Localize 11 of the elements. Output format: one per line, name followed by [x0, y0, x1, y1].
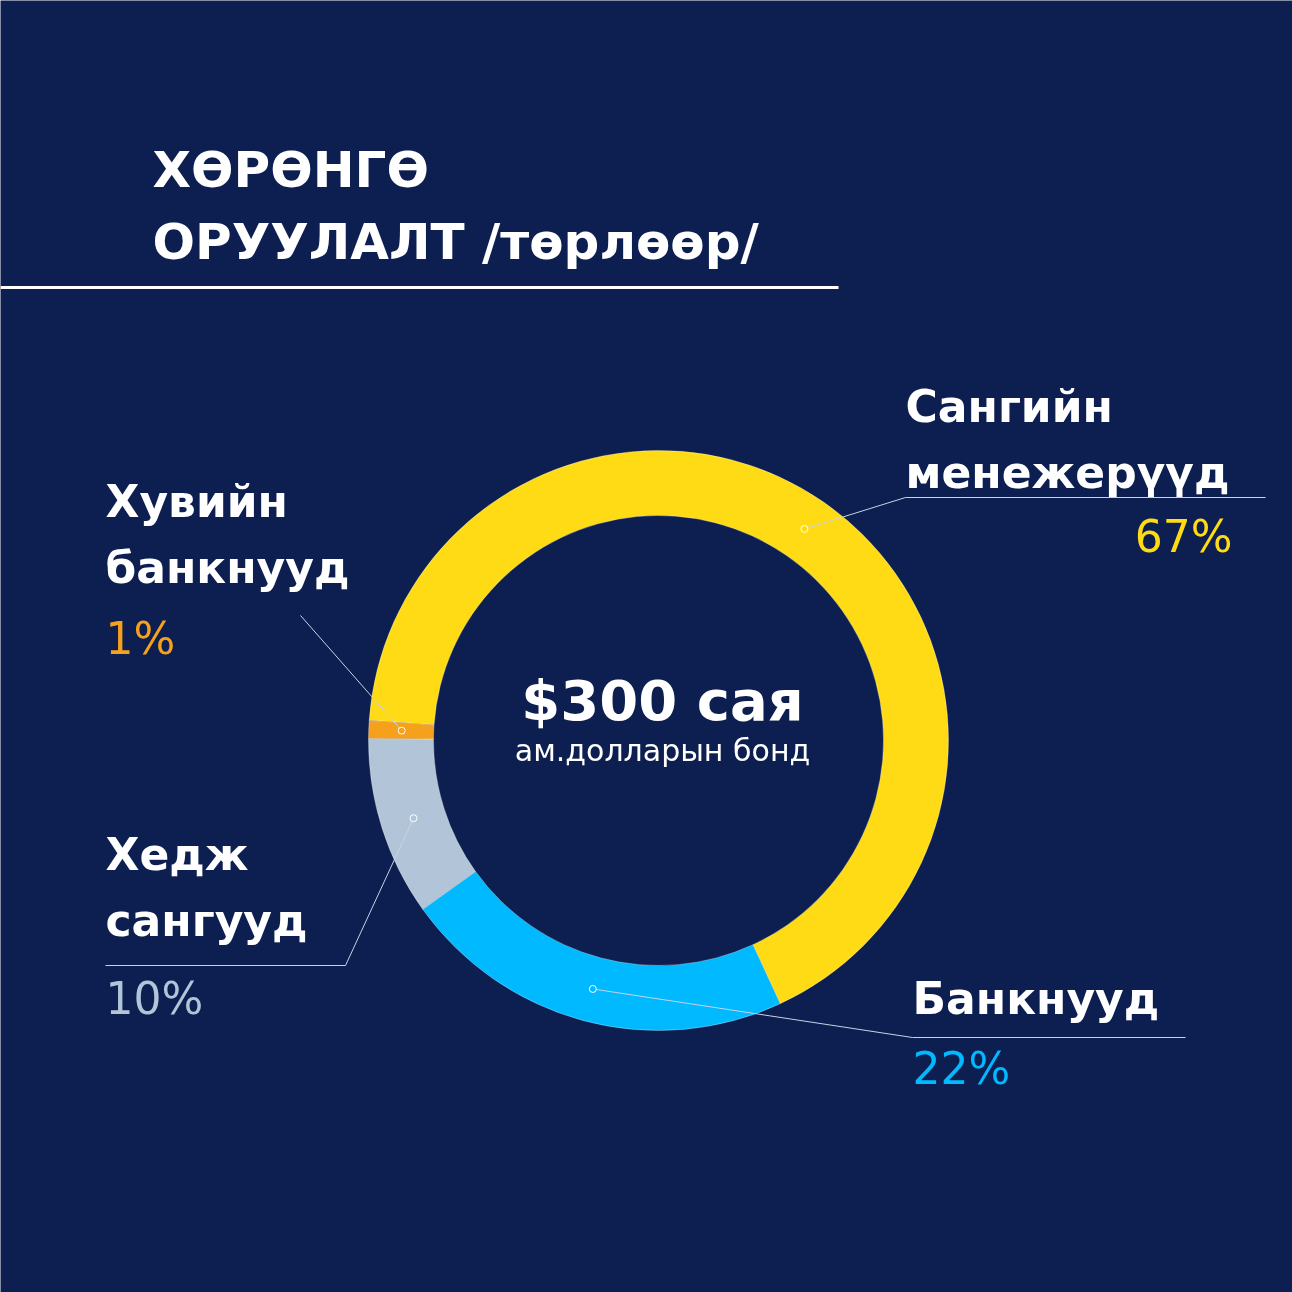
data-label: 10% — [105, 972, 204, 1024]
chart-title: ХӨРӨНГӨ ОРУУЛАЛТ /төрлөөр/ — [152, 140, 760, 271]
slice-label: Хувийн банкнууд — [105, 475, 350, 593]
slice-label: Сангийн менежерүүд — [905, 380, 1230, 498]
data-label: 22% — [912, 1042, 1011, 1094]
data-label: 67% — [1134, 510, 1233, 562]
text: ам.долларын бонд — [514, 733, 811, 768]
text: $300 сая — [521, 668, 804, 733]
slice-label: Банкнууд — [912, 972, 1160, 1024]
slice-label: Хедж сангууд — [105, 828, 308, 946]
data-label: 1% — [105, 612, 176, 664]
